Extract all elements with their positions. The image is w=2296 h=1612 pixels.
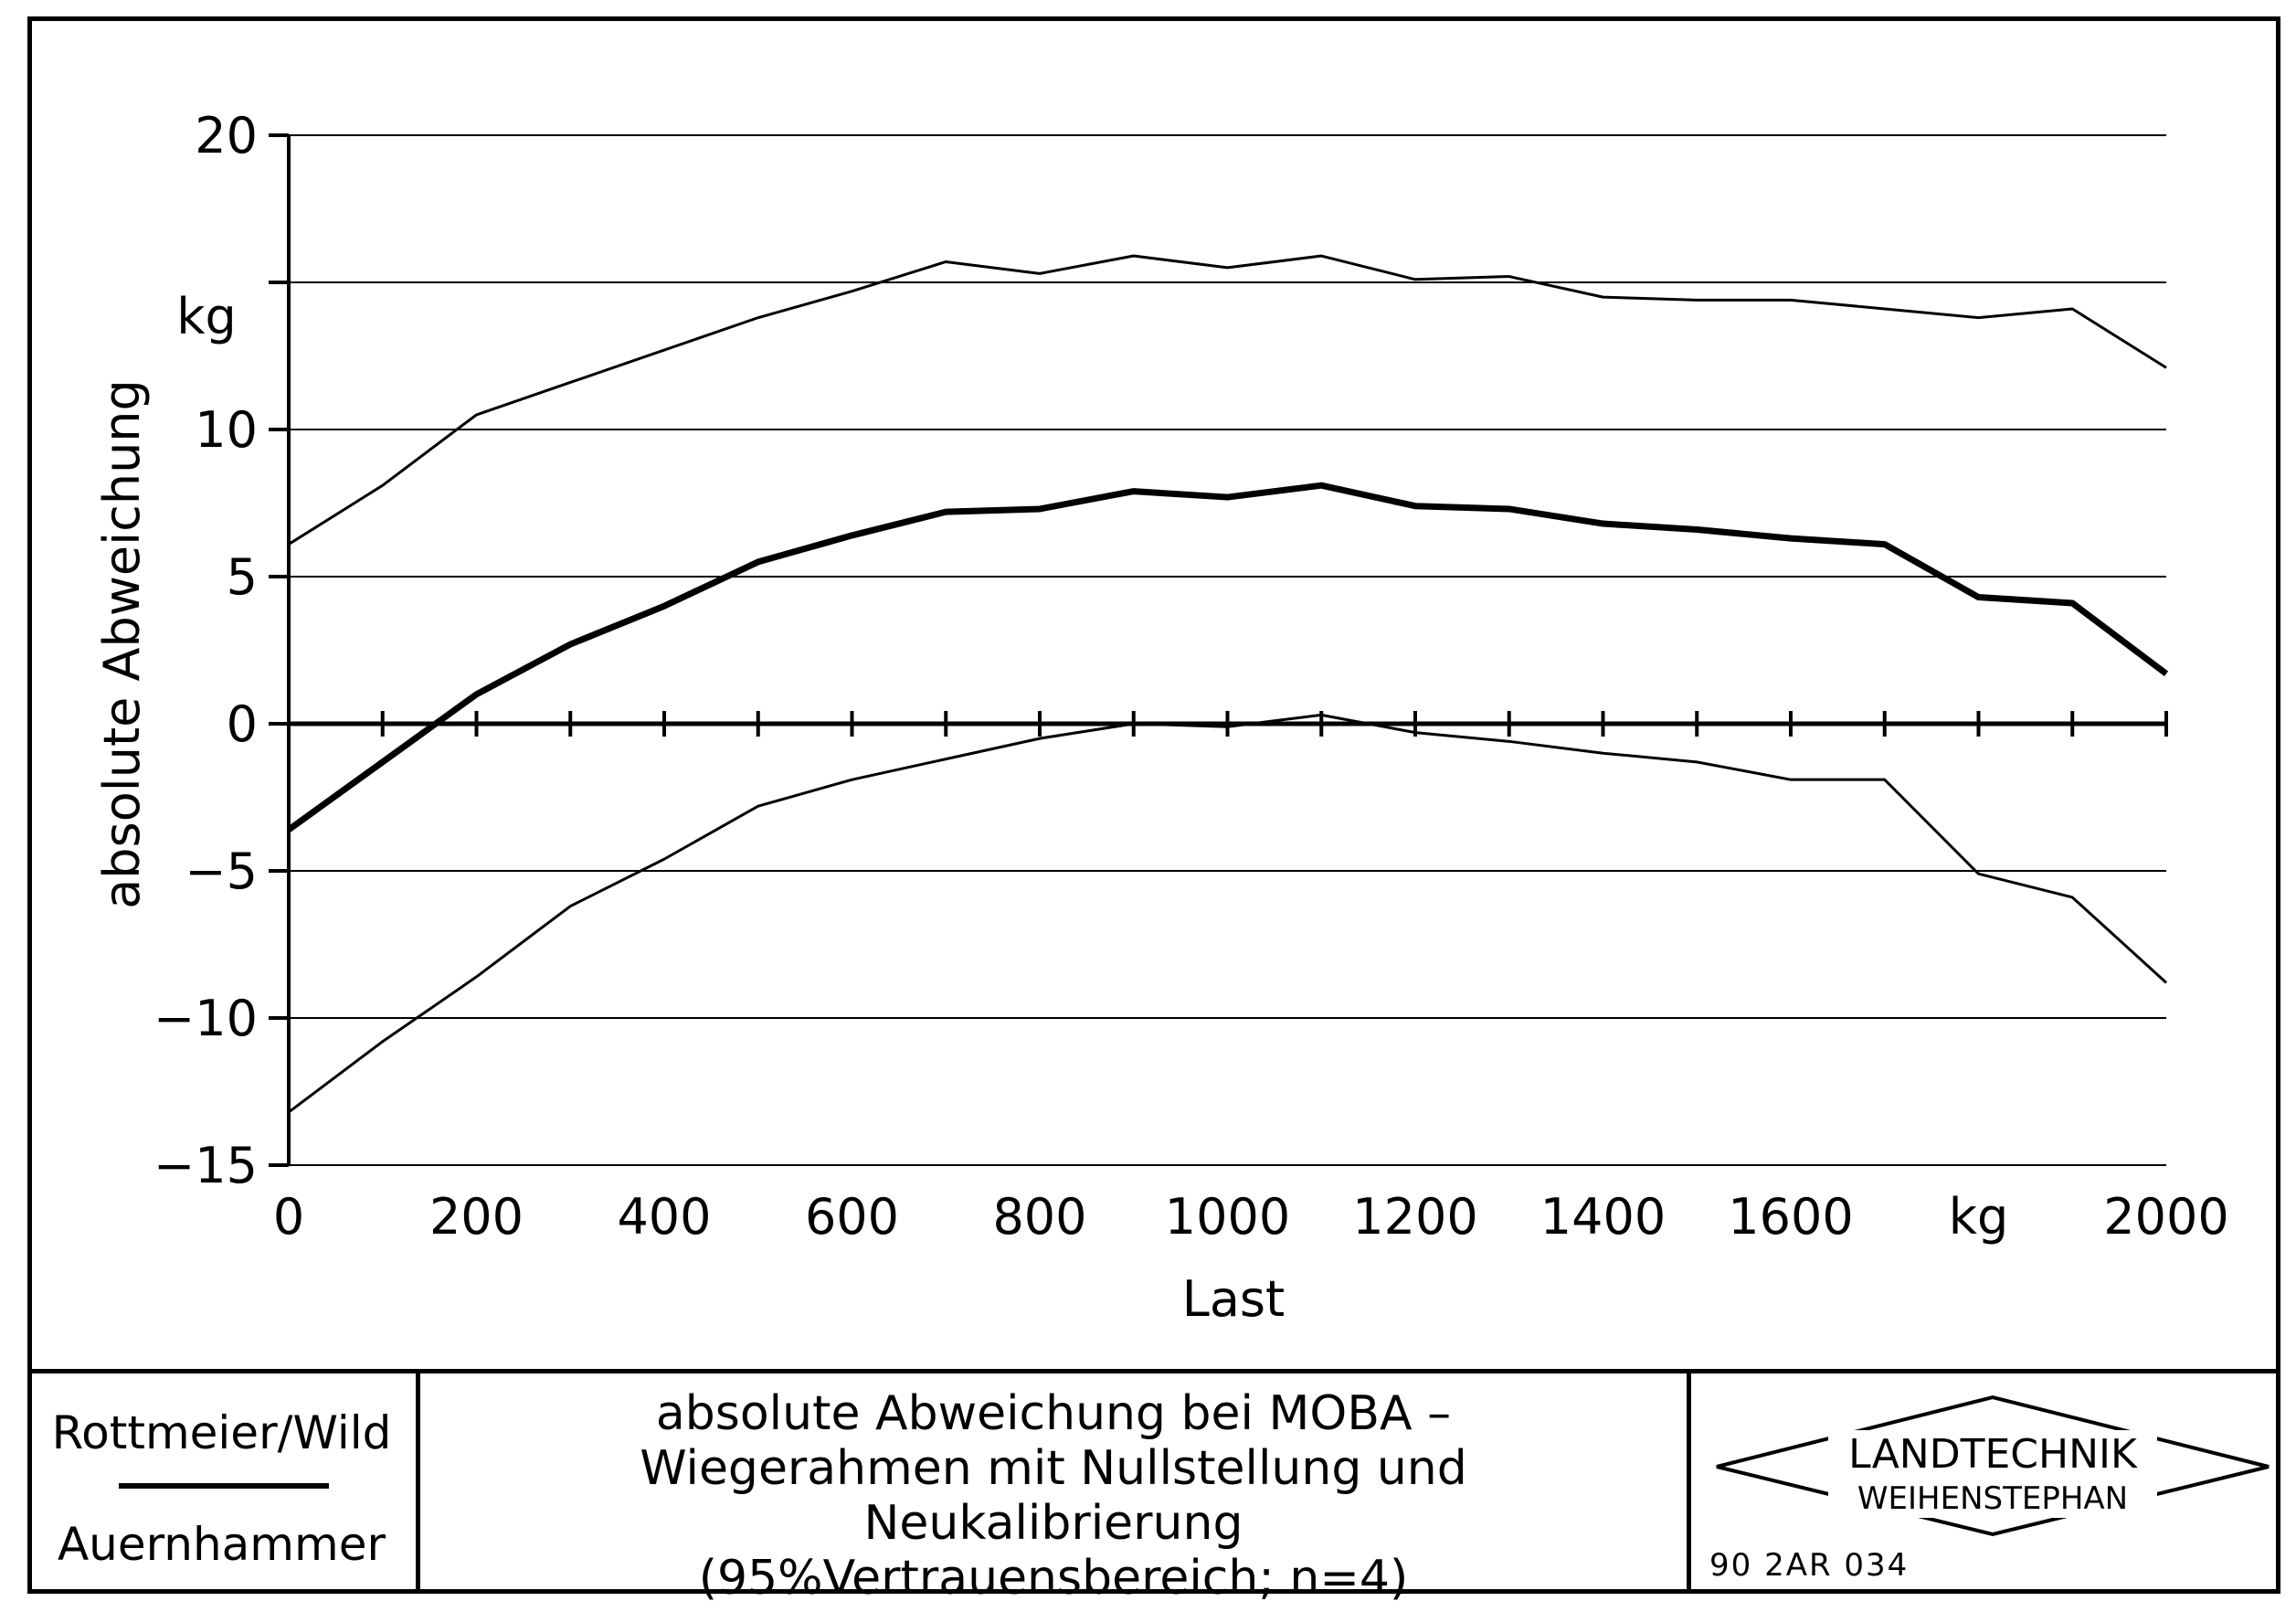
x-tick-label: 1200 [1352,1188,1477,1246]
x-tick-label: kg [1949,1188,2009,1246]
y-tick-label: 10 [195,401,258,459]
caption-line: Wiegerahmen mit Nullstellung und [640,1441,1467,1496]
logo-line-1: LANDTECHNIK [1848,1431,2138,1478]
y-tick-label: 20 [195,107,258,164]
chart-caption: absolute Abweichung bei MOBA – Wiegerahm… [420,1386,1687,1606]
lower-confidence-line [288,713,2168,1114]
x-tick-label: 1600 [1728,1188,1853,1246]
upper-confidence-line [288,254,2167,546]
title-block: Rottmeier/Wild Auernhammer absolute Abwe… [27,1369,2280,1606]
logo-line-2: WEIHENSTEPHAN [1857,1480,2128,1517]
x-tick-label: 2000 [2103,1188,2228,1246]
y-axis-label: absolute Abweichung [93,379,151,909]
y-tick-label: −10 [153,990,258,1047]
mean-deviation-line [286,482,2169,833]
figure-frame [27,16,2280,1594]
chart-caption-cell: absolute Abweichung bei MOBA – Wiegerahm… [420,1373,1691,1606]
series-lines [286,254,2169,1114]
axes [269,133,2168,1167]
x-tick-label: 400 [617,1188,711,1246]
y-tick-label: −15 [153,1137,258,1194]
author-top: Rottmeier/Wild [51,1406,392,1459]
x-tick-label: 1400 [1540,1188,1666,1246]
authors-cell: Rottmeier/Wild Auernhammer [27,1373,420,1594]
y-tick-label: 5 [227,548,258,606]
caption-line: Neukalibrierung [863,1496,1243,1551]
tick-labels: 20 10 5 0 −5 −10 −15 0 200 400 600 800 1000 1200 1400 1… [153,107,2229,1246]
y-axis-unit: kg [176,288,237,345]
x-tick-label: 200 [429,1188,524,1246]
y-tick-label: 0 [227,695,258,753]
y-tick-label: −5 [185,843,258,900]
gridlines [289,134,2166,1166]
author-divider [119,1483,329,1489]
caption-line: absolute Abweichung bei MOBA – [655,1386,1452,1441]
x-tick-label: 1000 [1165,1188,1290,1246]
x-tick-label: 0 [273,1188,304,1246]
landtechnik-logo: LANDTECHNIK WEIHENSTEPHAN [1716,1395,2270,1537]
author-bottom: Auernhammer [57,1518,386,1571]
line-chart: 20 10 5 0 −5 −10 −15 0 200 400 600 800 1000 1200 1400 1… [93,107,2229,1328]
caption-line: (95%Vertrauensbereich; n=4) [698,1551,1409,1606]
x-axis-label: Last [1182,1270,1285,1328]
logo-cell: LANDTECHNIK WEIHENSTEPHAN 90 2AR 034 [1691,1373,2280,1594]
document-code: 90 2AR 034 [1709,1547,1910,1584]
x-tick-label: 600 [805,1188,899,1246]
x-tick-label: 800 [992,1188,1086,1246]
